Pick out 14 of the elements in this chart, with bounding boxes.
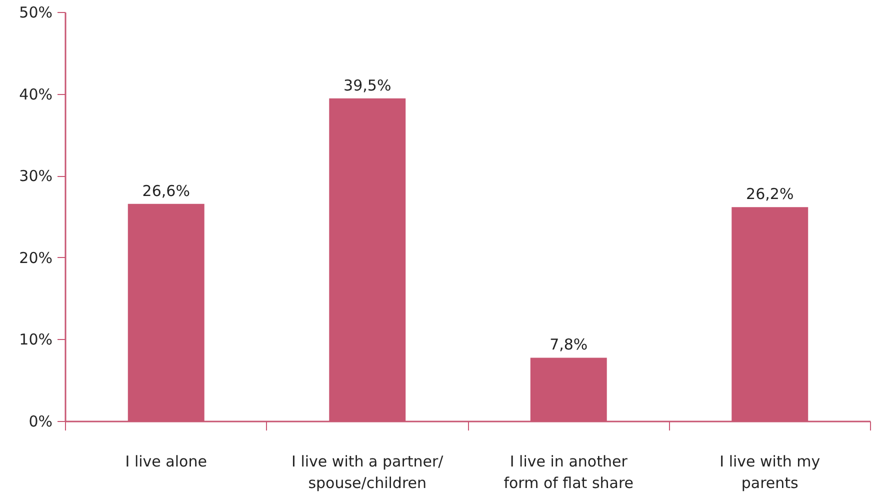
data-label: 7,8% (550, 336, 588, 354)
data-label: 26,2% (746, 185, 794, 204)
data-label: 26,6% (142, 182, 190, 200)
x-tick-label: I live alone (125, 452, 207, 470)
x-tick-label: I live with my parents (720, 452, 820, 492)
y-tick-label: 20% (19, 248, 53, 267)
x-tick-label: I live with a partner/ spouse/children (292, 452, 444, 492)
y-tick-label: 30% (19, 167, 53, 186)
y-tick-label: 10% (19, 330, 53, 349)
y-tick-label: 0% (28, 412, 52, 430)
y-tick-label: 50% (19, 4, 53, 22)
data-label: 39,5% (344, 76, 392, 94)
x-tick-label: I live in another form of flat share (504, 452, 634, 492)
y-tick-label: 40% (19, 85, 53, 104)
